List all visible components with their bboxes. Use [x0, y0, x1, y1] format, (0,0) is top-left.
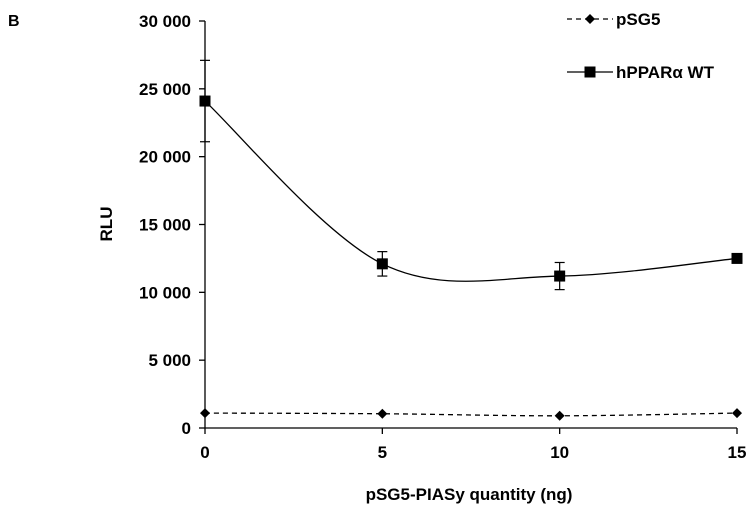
x-tick-label: 0	[200, 443, 209, 462]
x-tick-label: 15	[728, 443, 747, 462]
legend-item-1: hPPARα WT	[567, 63, 715, 82]
legend-label: hPPARα WT	[616, 63, 715, 82]
data-point	[199, 95, 211, 107]
y-tick-label: 5 000	[148, 351, 191, 370]
y-tick-label: 15 000	[139, 216, 191, 235]
data-point	[200, 408, 210, 419]
x-tick-label: 5	[378, 443, 387, 462]
legend-item-0: pSG5	[567, 10, 660, 29]
x-axis-label: pSG5-PIASy quantity (ng)	[366, 485, 573, 504]
legend: pSG5 hPPARα WT	[567, 10, 715, 82]
data-point	[377, 408, 388, 419]
x-tick-label: 10	[550, 443, 569, 462]
series-0	[200, 408, 742, 421]
series-line	[204, 412, 738, 417]
axes: 0 5 000 10 000 15 000 20 000 25 000 30 000 0 5 10…	[139, 12, 746, 462]
data-point	[554, 410, 565, 421]
y-tick-label: 0	[182, 419, 191, 438]
series-1	[199, 59, 743, 291]
legend-marker	[584, 66, 596, 78]
y-tick-label: 20 000	[139, 148, 191, 167]
series-layer	[199, 59, 743, 421]
y-tick-label: 10 000	[139, 283, 191, 302]
y-tick-label: 30 000	[139, 12, 191, 31]
data-point	[731, 252, 743, 264]
data-point	[732, 408, 742, 419]
panel-label: B	[8, 13, 20, 30]
legend-marker	[585, 14, 595, 24]
y-axis-label: RLU	[97, 207, 116, 242]
data-point	[554, 270, 566, 282]
legend-label: pSG5	[616, 10, 660, 29]
data-point	[376, 258, 388, 270]
y-tick-label: 25 000	[139, 80, 191, 99]
series-line	[204, 100, 738, 282]
